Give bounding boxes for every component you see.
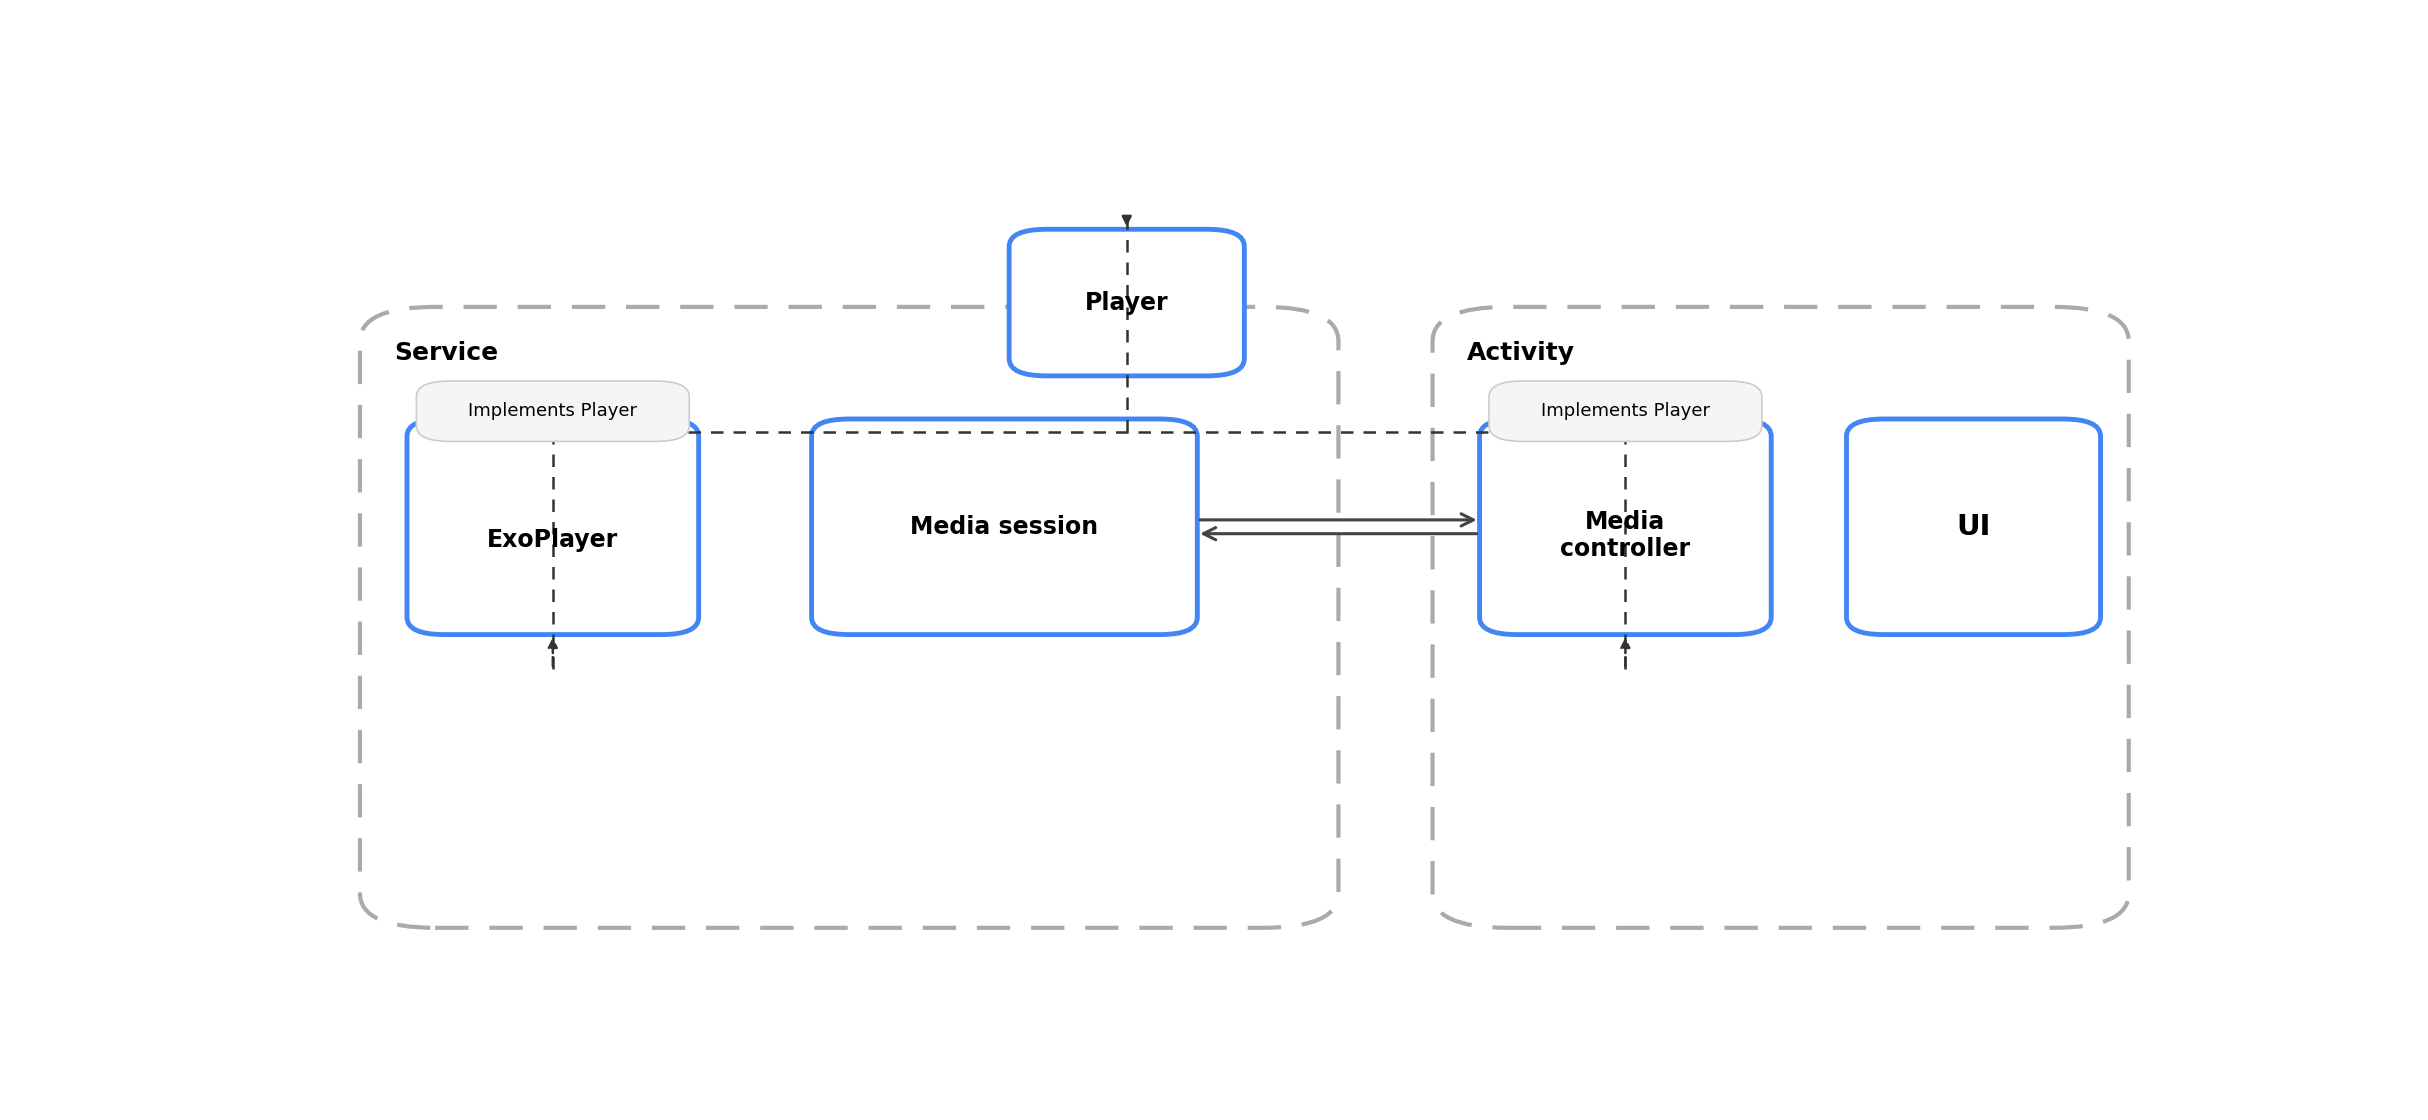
Text: Activity: Activity (1467, 342, 1573, 365)
Text: Implements Player: Implements Player (1542, 402, 1709, 420)
FancyBboxPatch shape (811, 419, 1197, 635)
Text: Implements Player: Implements Player (469, 402, 636, 420)
FancyBboxPatch shape (408, 419, 699, 635)
Text: ExoPlayer: ExoPlayer (488, 528, 619, 552)
FancyBboxPatch shape (418, 381, 690, 441)
Text: Service: Service (393, 342, 498, 365)
FancyBboxPatch shape (1479, 419, 1772, 635)
Text: Media
controller: Media controller (1561, 510, 1690, 561)
Text: UI: UI (1957, 513, 1991, 541)
FancyBboxPatch shape (1010, 230, 1246, 376)
FancyBboxPatch shape (1488, 381, 1763, 441)
Text: Media session: Media session (910, 515, 1097, 539)
FancyBboxPatch shape (1848, 419, 2100, 635)
Text: Player: Player (1085, 290, 1168, 315)
